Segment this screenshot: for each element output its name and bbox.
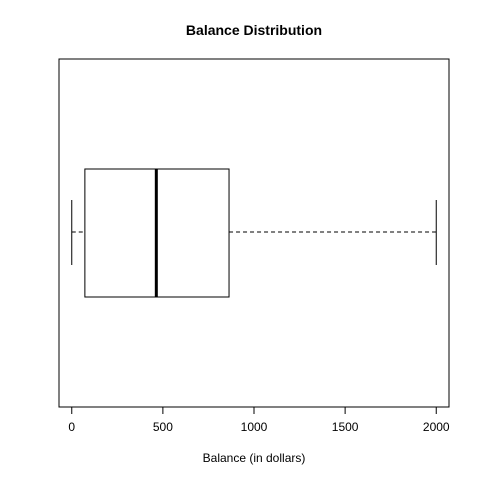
x-tick-label: 500	[153, 420, 173, 434]
x-tick-label: 0	[68, 420, 75, 434]
x-axis: 0 500 1000 1500 2000	[68, 406, 450, 434]
x-tick-label: 1500	[332, 420, 359, 434]
box-group	[71, 168, 437, 298]
chart-title: Balance Distribution	[186, 22, 322, 38]
x-axis-label: Balance (in dollars)	[203, 451, 306, 465]
x-tick-label: 2000	[423, 420, 450, 434]
x-tick-label: 1000	[241, 420, 268, 434]
